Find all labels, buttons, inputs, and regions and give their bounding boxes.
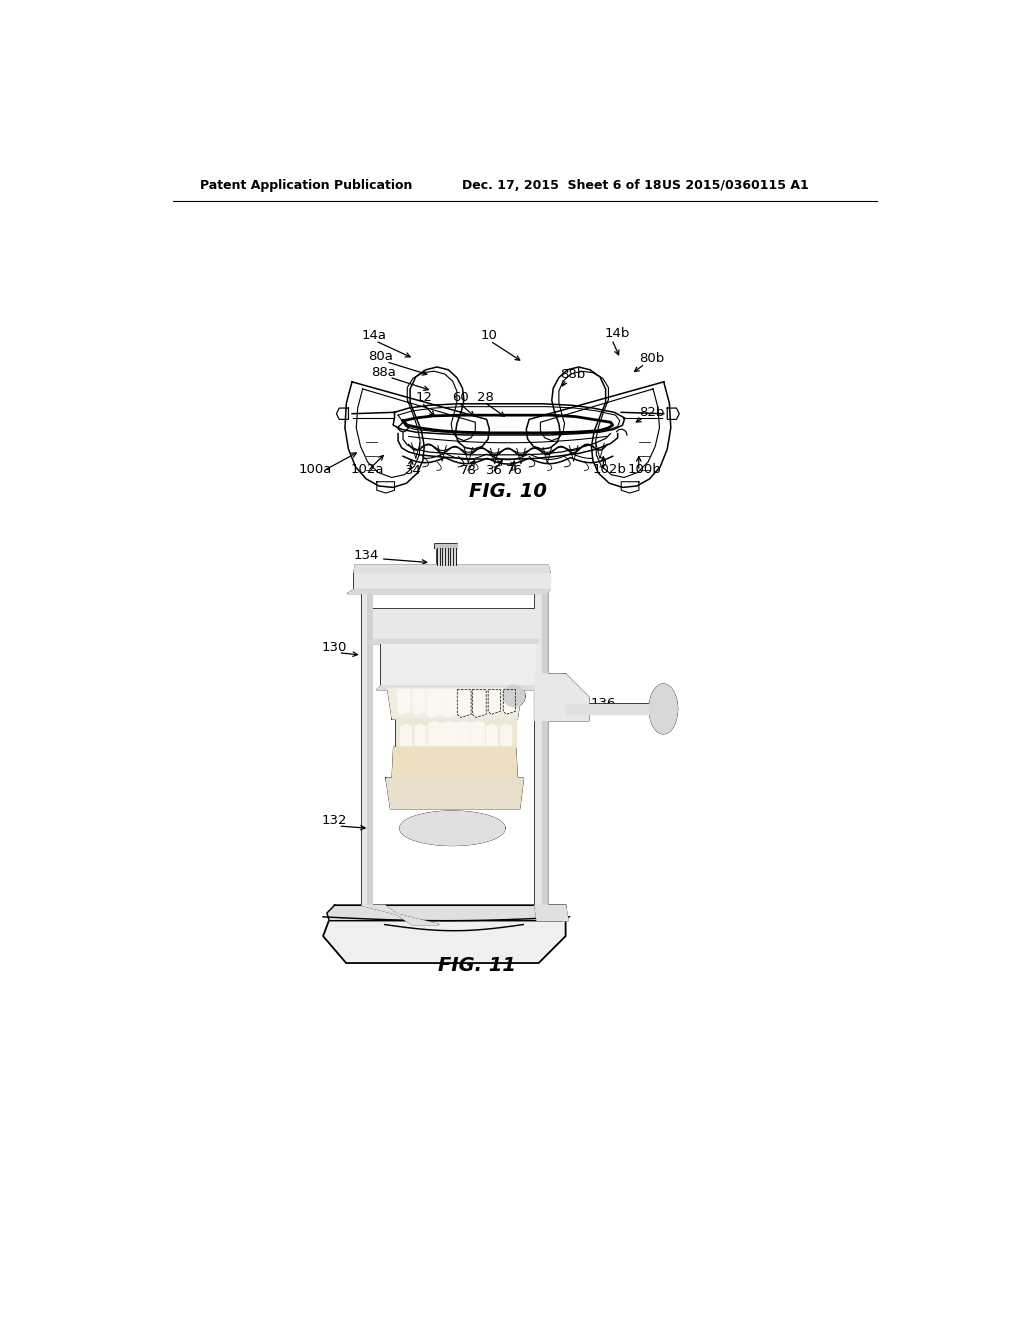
Polygon shape xyxy=(488,689,501,714)
Polygon shape xyxy=(413,689,425,714)
Polygon shape xyxy=(442,721,456,744)
Text: 78: 78 xyxy=(460,465,477,477)
Text: FIG. 10: FIG. 10 xyxy=(469,482,547,500)
Text: 12: 12 xyxy=(416,391,432,404)
Polygon shape xyxy=(501,725,512,744)
Text: 88b: 88b xyxy=(560,368,586,381)
Polygon shape xyxy=(370,640,539,644)
Text: 102a: 102a xyxy=(351,462,384,475)
Text: Patent Application Publication: Patent Application Publication xyxy=(200,178,413,191)
Text: 132: 132 xyxy=(322,814,347,828)
Polygon shape xyxy=(503,685,524,706)
Text: 14b: 14b xyxy=(604,327,630,341)
Text: 134: 134 xyxy=(354,549,379,562)
Polygon shape xyxy=(486,725,498,744)
Text: US 2015/0360115 A1: US 2015/0360115 A1 xyxy=(662,178,809,191)
Polygon shape xyxy=(565,704,654,714)
Polygon shape xyxy=(428,721,441,744)
Polygon shape xyxy=(381,644,535,686)
Polygon shape xyxy=(361,590,368,906)
Polygon shape xyxy=(373,609,539,640)
Text: FIG. 11: FIG. 11 xyxy=(438,956,516,975)
Polygon shape xyxy=(472,689,486,718)
Polygon shape xyxy=(327,906,565,921)
Polygon shape xyxy=(354,573,550,590)
Text: 36: 36 xyxy=(486,465,503,477)
Polygon shape xyxy=(437,548,456,565)
Polygon shape xyxy=(368,590,373,907)
Text: Dec. 17, 2015  Sheet 6 of 18: Dec. 17, 2015 Sheet 6 of 18 xyxy=(462,178,662,191)
Polygon shape xyxy=(649,684,677,734)
Polygon shape xyxy=(397,689,410,714)
Text: 130: 130 xyxy=(322,642,347,655)
Text: 136: 136 xyxy=(591,697,616,710)
Text: 28: 28 xyxy=(477,391,494,404)
Text: 82b: 82b xyxy=(639,407,665,420)
Text: 100a: 100a xyxy=(298,462,332,475)
Polygon shape xyxy=(348,590,550,594)
Polygon shape xyxy=(503,689,515,714)
Polygon shape xyxy=(535,675,589,721)
Polygon shape xyxy=(442,689,456,718)
Text: 80a: 80a xyxy=(368,350,392,363)
Polygon shape xyxy=(415,725,426,744)
Polygon shape xyxy=(400,725,412,744)
Text: 60: 60 xyxy=(453,391,469,404)
Polygon shape xyxy=(388,688,521,719)
Text: 80b: 80b xyxy=(639,352,664,366)
Text: 100b: 100b xyxy=(628,462,662,475)
Polygon shape xyxy=(535,590,543,906)
Polygon shape xyxy=(377,686,535,689)
Polygon shape xyxy=(323,906,565,964)
Polygon shape xyxy=(458,689,471,718)
Polygon shape xyxy=(392,747,517,779)
Polygon shape xyxy=(457,721,470,744)
Text: 10: 10 xyxy=(481,330,498,342)
Polygon shape xyxy=(386,779,523,809)
Polygon shape xyxy=(535,906,568,921)
Text: 14a: 14a xyxy=(361,330,387,342)
Polygon shape xyxy=(354,565,550,573)
Polygon shape xyxy=(400,812,505,845)
Polygon shape xyxy=(396,719,515,747)
Text: 88a: 88a xyxy=(371,366,395,379)
Polygon shape xyxy=(427,689,441,718)
Polygon shape xyxy=(543,590,548,907)
Text: 76: 76 xyxy=(506,465,523,477)
Text: 34: 34 xyxy=(404,465,422,477)
Polygon shape xyxy=(435,544,457,548)
Polygon shape xyxy=(361,906,438,924)
Polygon shape xyxy=(471,721,484,744)
Text: 102b: 102b xyxy=(593,462,627,475)
